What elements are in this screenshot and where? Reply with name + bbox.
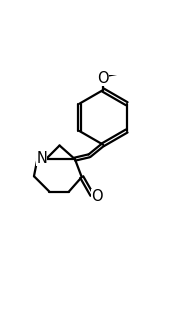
- Text: O: O: [97, 71, 109, 86]
- Text: N: N: [36, 151, 47, 166]
- Text: O: O: [91, 189, 102, 204]
